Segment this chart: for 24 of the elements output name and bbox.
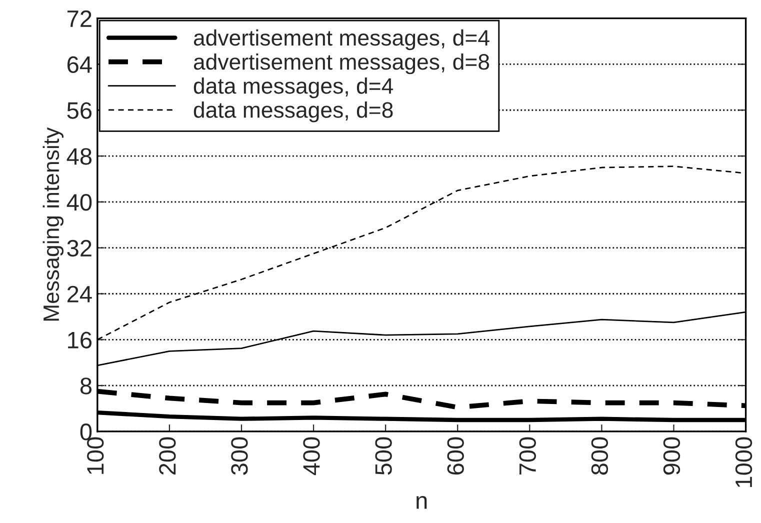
legend-label: data messages, d=8: [194, 102, 393, 122]
x-tick-label: 800: [591, 437, 608, 475]
y-tick-label: 16: [68, 332, 92, 348]
y-tick-label: 64: [67, 56, 92, 73]
y-tick-label: 72: [67, 10, 92, 27]
y-tick-label: 40: [66, 194, 92, 211]
y-tick-label: 8: [80, 378, 92, 394]
legend-label: advertisement messages, d=8: [194, 53, 490, 74]
x-axis-title: n: [416, 496, 427, 509]
x-tick-label: 500: [375, 437, 392, 475]
x-tick-label: 900: [663, 437, 680, 475]
x-tick-label: 1000: [735, 437, 752, 488]
y-axis-title: Messaging intensity: [42, 127, 64, 321]
x-tick-label: 300: [231, 437, 248, 475]
x-tick-label: 200: [159, 437, 176, 475]
y-tick-label: 24: [67, 286, 92, 302]
y-tick-label: 32: [67, 240, 92, 257]
y-tick-label: 48: [66, 148, 92, 165]
x-tick-label: 400: [303, 437, 320, 476]
legend-label: data messages, d=4: [194, 78, 394, 98]
x-tick-label: 700: [519, 437, 536, 475]
x-tick-label: 600: [447, 437, 464, 475]
y-tick-label: 56: [67, 102, 92, 119]
legend-label: advertisement messages, d=4: [194, 29, 490, 50]
